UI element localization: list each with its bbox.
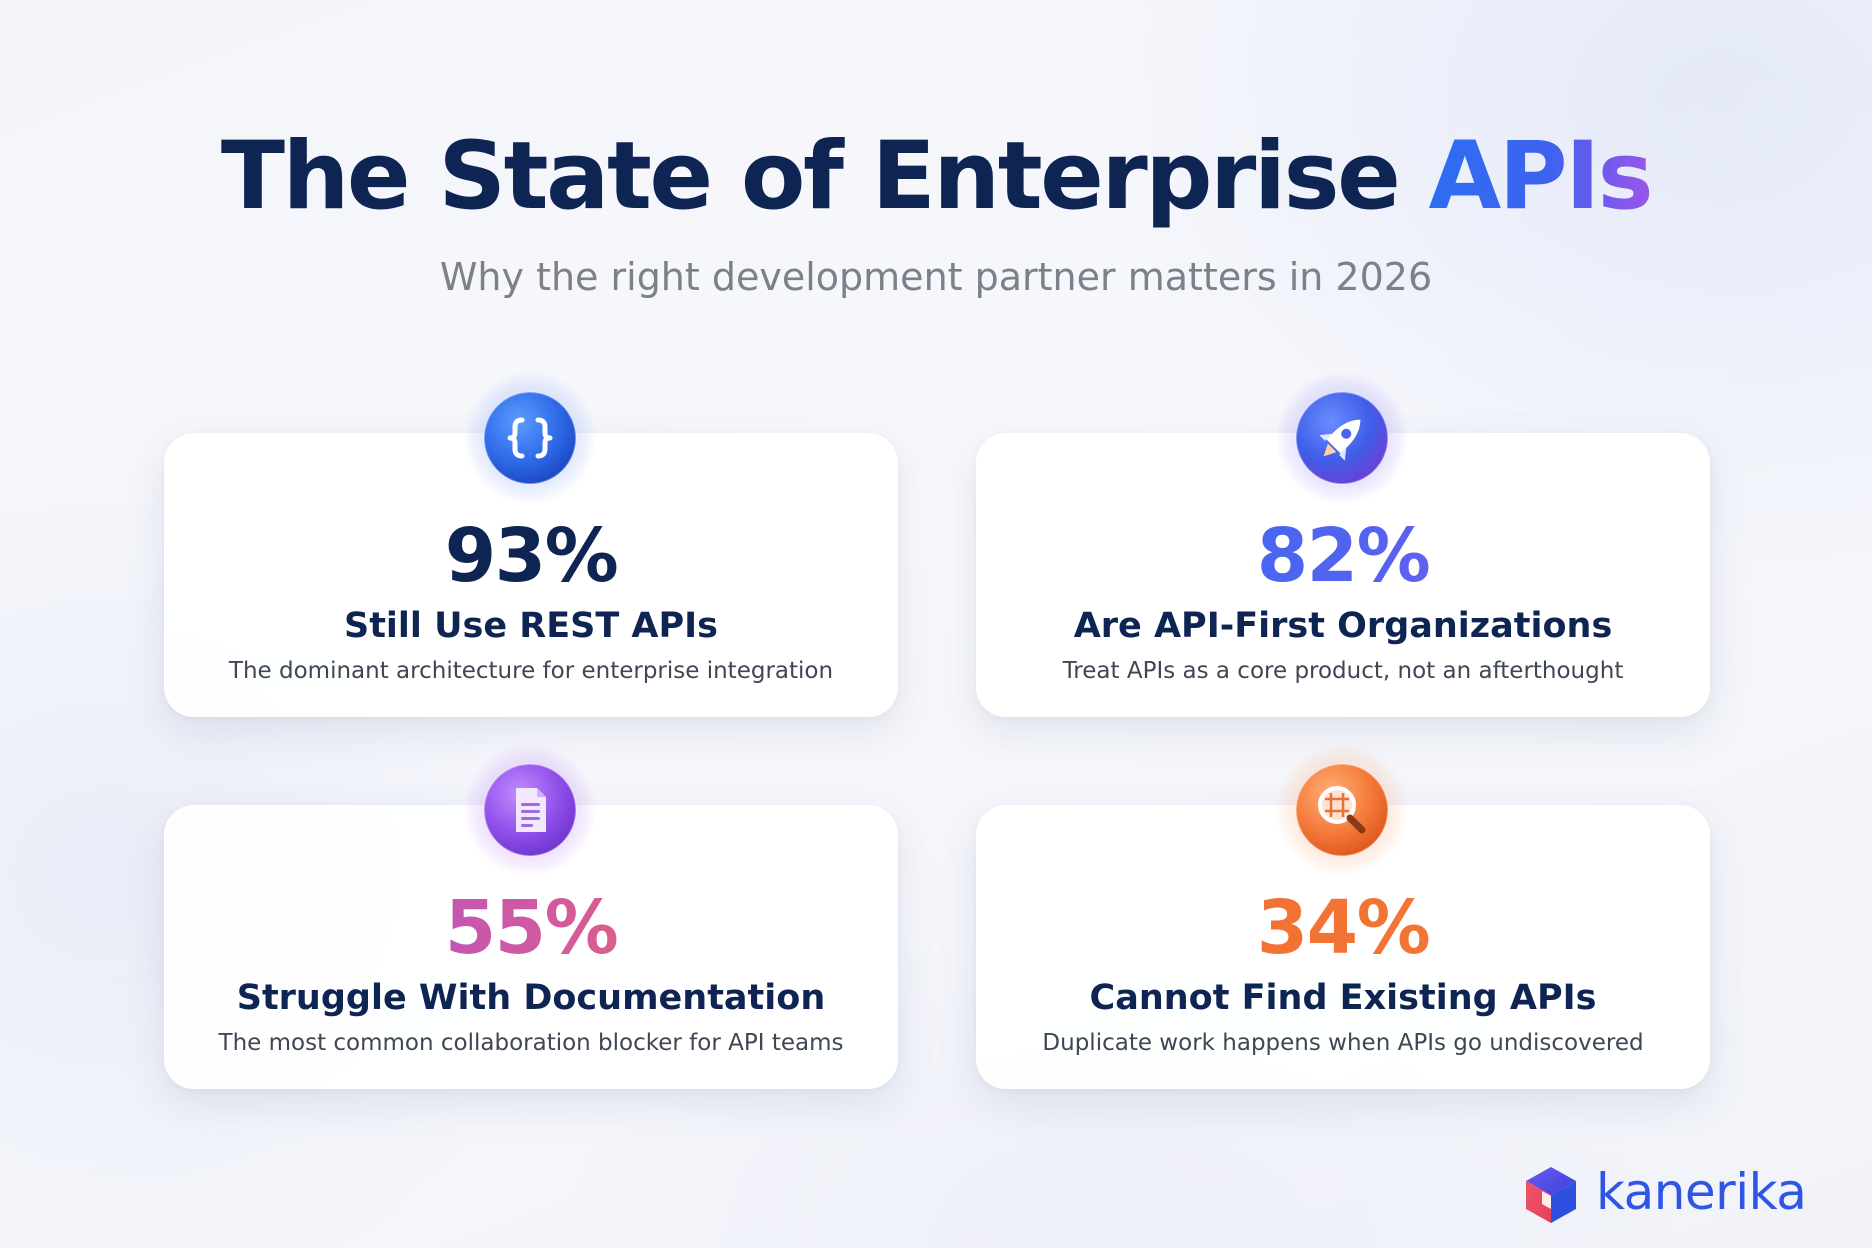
stat-heading: Struggle With Documentation [236, 978, 826, 1018]
stat-value: 93% [444, 513, 619, 599]
stat-description: Treat APIs as a core product, not an aft… [1062, 658, 1624, 684]
brand-name: kanerika [1596, 1163, 1807, 1221]
stat-value: 55% [165, 884, 897, 972]
stat-card-documentation: 55% Struggle With Documentation The most… [164, 805, 898, 1089]
rocket-icon [1276, 372, 1408, 504]
page-subtitle: Why the right development partner matter… [439, 255, 1433, 299]
stat-value: 34% [977, 884, 1709, 972]
stat-heading: Still Use REST APIs [343, 606, 718, 646]
magnifier-grid-icon [1276, 744, 1408, 876]
stat-description: The most common collaboration blocker fo… [218, 1030, 844, 1056]
page-title: The State of Enterprise APIs [0, 118, 1872, 236]
stat-description: Duplicate work happens when APIs go undi… [1042, 1030, 1644, 1056]
title-main: The State of Enterprise [220, 122, 1429, 231]
stat-heading: Are API-First Organizations [1073, 606, 1613, 646]
stat-value: 82% [977, 512, 1709, 600]
stat-description: The dominant architecture for enterprise… [228, 658, 834, 684]
brand-logo: kanerika [1520, 1160, 1840, 1230]
stat-heading: Cannot Find Existing APIs [1089, 978, 1597, 1018]
code-braces-icon [464, 372, 596, 504]
title-accent: APIs [1428, 122, 1654, 231]
cube-logo-icon [1526, 1167, 1576, 1223]
document-icon [464, 744, 596, 876]
